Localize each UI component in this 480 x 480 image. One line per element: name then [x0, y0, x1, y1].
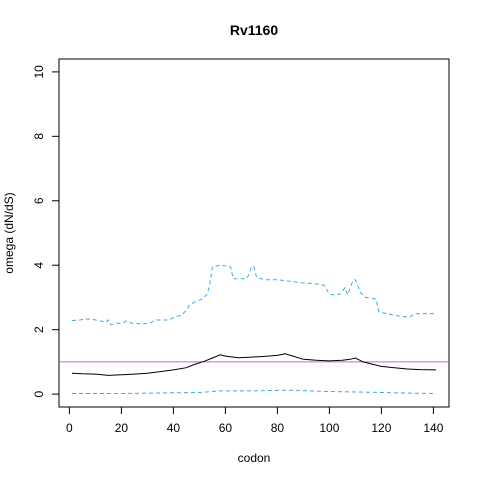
x-tick-label: 80	[271, 421, 285, 435]
x-tick-label: 40	[167, 421, 181, 435]
x-tick-label: 120	[371, 421, 391, 435]
x-axis: 0 20 40 60 80 100 120 140	[66, 406, 444, 435]
x-tick-label: 140	[423, 421, 443, 435]
y-tick-label: 10	[32, 65, 46, 79]
series-layer	[71, 264, 437, 394]
x-tick-label: 0	[66, 421, 73, 435]
x-tick-label: 20	[115, 421, 129, 435]
series-line-upper	[71, 264, 436, 326]
x-axis-label: codon	[238, 451, 271, 465]
y-tick-label: 0	[32, 390, 46, 397]
y-axis: 0 2 4 6 8 10	[32, 65, 60, 397]
series-line-mean	[71, 353, 437, 376]
y-axis-label: omega (dN/dS)	[2, 192, 16, 273]
y-tick-label: 8	[32, 133, 46, 140]
chart-title: Rv1160	[230, 22, 278, 38]
y-tick-label: 6	[32, 197, 46, 204]
plot-frame	[58, 58, 450, 408]
x-tick-label: 100	[319, 421, 339, 435]
series-line-lower	[72, 389, 437, 394]
y-tick-label: 4	[32, 262, 46, 269]
x-tick-label: 60	[219, 421, 233, 435]
y-tick-label: 2	[32, 326, 46, 333]
